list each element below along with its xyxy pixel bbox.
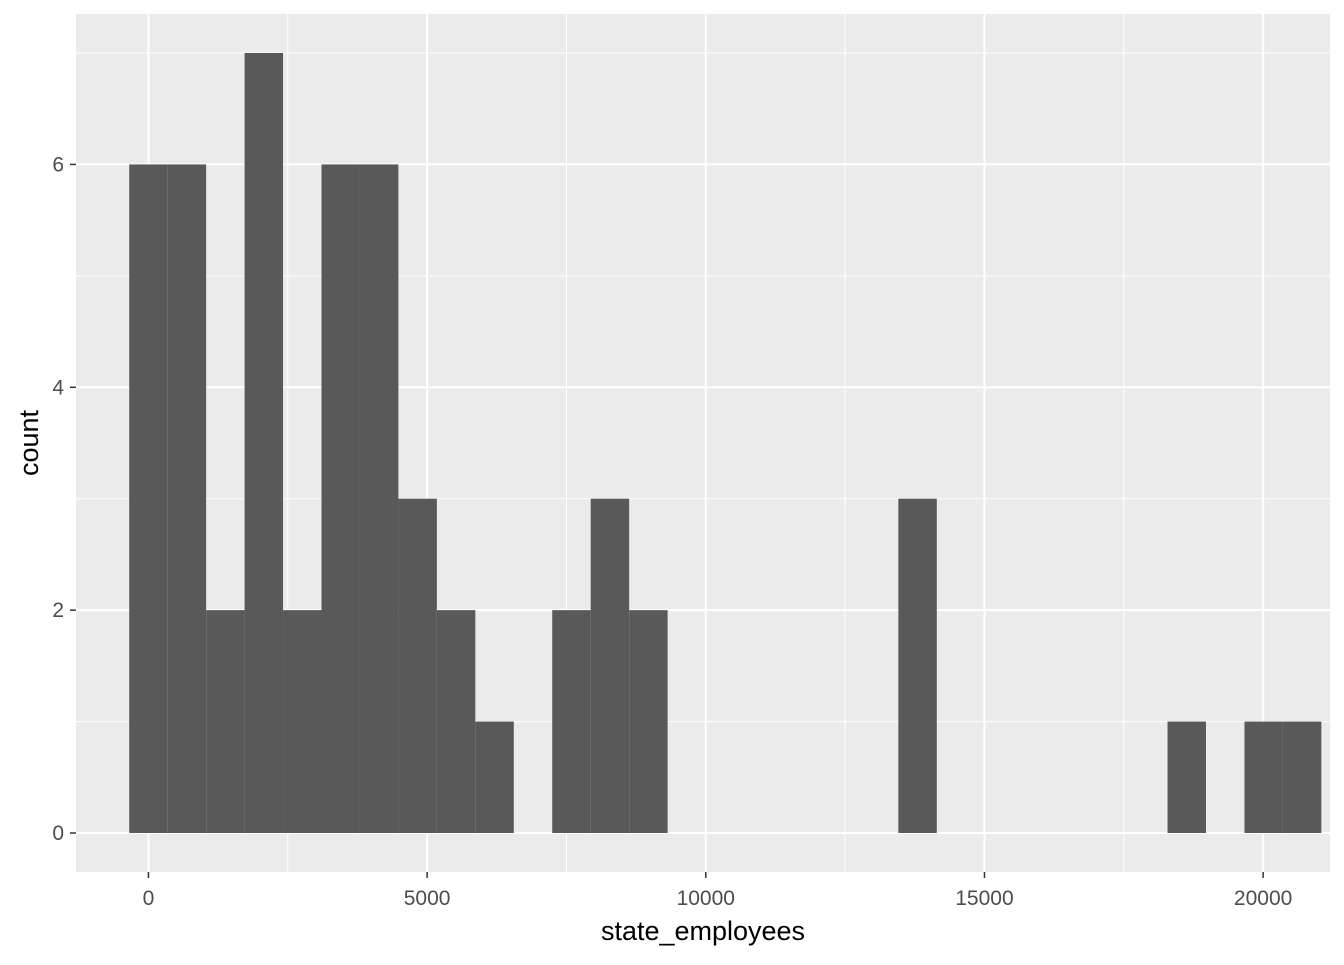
histogram-bar [283, 610, 322, 833]
x-tick-label: 15000 [955, 887, 1013, 910]
y-tick-label: 2 [52, 599, 64, 622]
histogram-bar [898, 498, 937, 833]
y-tick-label: 0 [52, 822, 64, 845]
histogram-bar [359, 164, 399, 833]
histogram-bar [475, 721, 514, 833]
histogram-bar [244, 53, 284, 833]
histogram-bar [590, 498, 630, 833]
y-axis-ticks: 0 2 4 6 [52, 153, 76, 845]
x-tick-label: 20000 [1234, 887, 1292, 910]
histogram-bar [1167, 721, 1206, 833]
y-axis-title: count [14, 409, 44, 476]
histogram-bar [1244, 721, 1283, 833]
y-tick-label: 4 [52, 376, 64, 399]
histogram-bar [206, 610, 245, 833]
histogram-bar [1282, 721, 1322, 833]
histogram-bar [436, 610, 476, 833]
histogram-bar [129, 164, 168, 833]
histogram-bar [552, 610, 591, 833]
y-tick-label: 6 [52, 153, 64, 176]
x-axis-ticks: 0 5000 10000 15000 20000 [143, 872, 1292, 910]
x-tick-label: 0 [143, 887, 155, 910]
histogram-bars [129, 53, 1322, 833]
histogram-bar [167, 164, 207, 833]
histogram-bar [629, 610, 668, 833]
x-axis-title: state_employees [601, 916, 805, 946]
minor-gridlines [76, 14, 1330, 872]
histogram-bar [321, 164, 360, 833]
x-tick-label: 10000 [677, 887, 735, 910]
histogram-bar [398, 498, 437, 833]
x-tick-label: 5000 [404, 887, 451, 910]
